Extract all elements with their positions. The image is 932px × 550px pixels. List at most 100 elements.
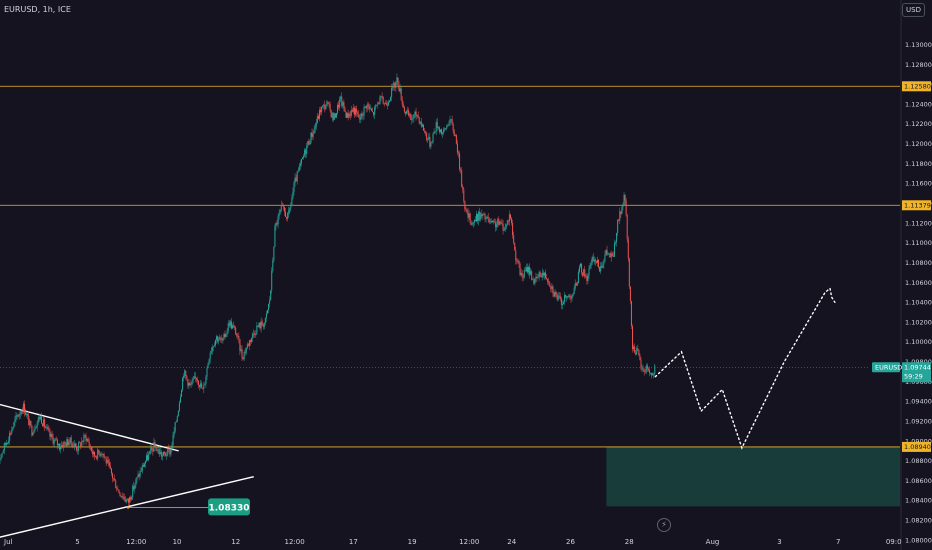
- candle: [83, 432, 85, 446]
- candle: [366, 101, 368, 112]
- candle-body: [387, 102, 389, 106]
- candle: [590, 259, 592, 269]
- candle-body: [558, 295, 560, 297]
- candle-body: [168, 448, 170, 450]
- candle: [353, 105, 355, 119]
- candle-body: [363, 107, 365, 116]
- candle: [619, 207, 621, 225]
- candle: [155, 444, 157, 452]
- candle-body: [337, 104, 339, 113]
- candle: [479, 207, 481, 222]
- currency-button[interactable]: USD: [902, 3, 925, 17]
- candle-body: [129, 497, 131, 503]
- candle: [338, 100, 340, 110]
- candle: [222, 337, 224, 344]
- bolt-icon[interactable]: ⚡: [657, 518, 671, 532]
- candle: [313, 124, 315, 135]
- candle: [238, 332, 240, 344]
- candle: [415, 107, 417, 121]
- candle: [226, 328, 228, 337]
- candle: [74, 442, 76, 448]
- candle-body: [617, 220, 619, 233]
- candle: [302, 156, 304, 160]
- candle: [430, 141, 432, 150]
- candle-body: [289, 207, 291, 211]
- candle: [113, 477, 115, 482]
- candle-body: [194, 376, 196, 378]
- candle-body: [443, 129, 445, 133]
- candle-body: [487, 216, 489, 220]
- candle: [524, 266, 526, 272]
- candle: [229, 319, 231, 329]
- x-tick-label: 12:00: [284, 538, 304, 546]
- candle: [536, 273, 538, 282]
- candle-body: [464, 200, 466, 209]
- candle: [271, 267, 273, 294]
- candle-body: [359, 117, 361, 120]
- candle-body: [646, 365, 648, 369]
- candle-body: [328, 102, 330, 105]
- candle-body: [351, 110, 353, 112]
- candle-body: [124, 499, 126, 502]
- candle: [35, 425, 37, 429]
- candle: [640, 357, 642, 371]
- candle-body: [364, 106, 366, 108]
- candle-body: [214, 339, 216, 346]
- candle: [621, 204, 623, 215]
- candle-body: [508, 214, 510, 222]
- candle-body: [600, 266, 602, 272]
- candle-body: [317, 116, 319, 119]
- candle: [533, 276, 535, 286]
- candle-body: [184, 370, 186, 377]
- candle-body: [537, 277, 539, 279]
- candle-body: [210, 351, 212, 354]
- candle-body: [416, 115, 418, 117]
- candle-body: [263, 322, 265, 327]
- candle-body: [639, 355, 641, 361]
- candle-body: [571, 295, 573, 299]
- candle: [278, 208, 280, 220]
- candle: [174, 421, 176, 434]
- candle: [207, 362, 209, 369]
- candle-body: [647, 368, 649, 371]
- candle-body: [146, 455, 148, 462]
- candle-body: [1, 453, 3, 455]
- candle-body: [580, 263, 582, 267]
- candle-body: [151, 447, 153, 450]
- candle-body: [178, 402, 180, 411]
- candle: [548, 277, 550, 286]
- candle: [602, 261, 604, 269]
- candle: [29, 418, 31, 429]
- candle-body: [185, 370, 187, 376]
- candle-body: [548, 281, 550, 283]
- candle-body: [318, 109, 320, 119]
- candle-body: [75, 446, 77, 450]
- candle-body: [505, 224, 507, 228]
- candle-body: [70, 437, 72, 444]
- candle: [77, 447, 79, 455]
- candle: [272, 257, 274, 273]
- candle: [108, 459, 110, 469]
- candle: [496, 220, 498, 231]
- candle: [588, 265, 590, 279]
- candle: [281, 202, 283, 207]
- candle-body: [576, 283, 578, 286]
- candle-body: [323, 104, 325, 106]
- candle: [351, 107, 353, 113]
- candle-body: [212, 346, 214, 348]
- candle: [396, 73, 398, 85]
- candle: [230, 317, 232, 330]
- candle: [19, 409, 21, 419]
- candle-body: [625, 200, 627, 216]
- candle: [380, 95, 382, 102]
- candle-body: [15, 415, 17, 420]
- candle-body: [21, 411, 23, 413]
- candle-body: [217, 336, 219, 342]
- candle-body: [338, 104, 340, 108]
- candle-body: [74, 443, 76, 447]
- candle: [234, 324, 236, 331]
- candle: [463, 186, 465, 204]
- candle: [62, 442, 64, 449]
